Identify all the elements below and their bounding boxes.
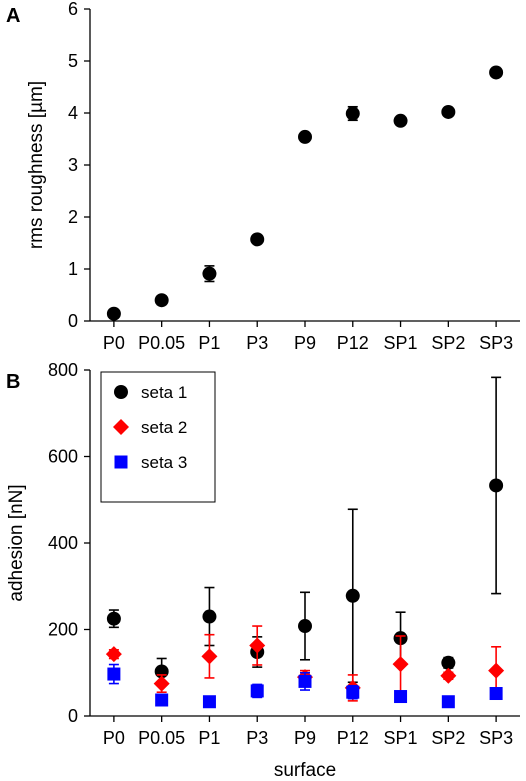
y-tick-label: 2 [68, 207, 78, 227]
legend-marker [113, 419, 129, 435]
y-tick-label: 5 [68, 51, 78, 71]
y-tick-label: 0 [68, 311, 78, 331]
legend-item: seta 3 [114, 453, 187, 472]
data-point [489, 65, 504, 80]
data-point [153, 675, 170, 692]
data-point [441, 695, 455, 709]
data-point [440, 667, 457, 684]
y-tick-label: 600 [48, 447, 78, 467]
y-tick-label: 4 [68, 103, 78, 123]
data-point [106, 611, 121, 626]
panel-b-y-ticks: 0 200 400 600 800 [48, 360, 90, 726]
panel-b-adhesion-chart: B 0 200 400 600 800 P0 P0.05 P1 P3 P9 P12 SP1 SP2 SP… [6, 360, 520, 781]
data-point [250, 684, 264, 698]
data-point [298, 619, 312, 634]
x-tick-label: P3 [246, 728, 268, 748]
panel-b-label: B [6, 371, 20, 393]
panel-a-y-ticks: 0 1 2 3 4 5 6 [68, 0, 90, 331]
panel-a-x-ticks: P0 P0.05 P1 P3 P9 P12 SP1 SP2 SP3 [103, 321, 513, 353]
x-tick-label: SP1 [384, 728, 418, 748]
data-point [345, 106, 360, 121]
legend-item: seta 1 [114, 383, 187, 402]
data-point [107, 667, 121, 681]
data-point [345, 588, 360, 603]
x-tick-label: P12 [337, 333, 369, 353]
data-point [393, 113, 408, 128]
data-point [106, 306, 121, 321]
x-tick-label: SP3 [479, 333, 513, 353]
data-point [392, 656, 409, 673]
x-tick-label: SP2 [431, 728, 465, 748]
y-tick-label: 200 [48, 620, 78, 640]
x-tick-label: SP1 [384, 333, 418, 353]
legend-label: seta 3 [141, 453, 187, 472]
data-point [105, 646, 122, 663]
panel-b-data-points [105, 376, 505, 709]
legend-items: seta 1 seta 2 seta 3 [113, 383, 187, 472]
panel-a-data-points [106, 65, 504, 321]
legend-item: seta 2 [113, 418, 187, 437]
panel-a-roughness-chart: A 0 1 2 3 4 5 6 P0 P0.05 P1 P3 P9 P12 SP1 SP2 SP3 rms … [6, 0, 520, 353]
x-tick-label: SP2 [431, 333, 465, 353]
y-tick-label: 1 [68, 259, 78, 279]
data-point [441, 104, 456, 119]
x-tick-label: P9 [294, 333, 316, 353]
data-point [250, 232, 265, 247]
legend-label: seta 1 [141, 383, 187, 402]
y-tick-label: 6 [68, 0, 78, 19]
y-tick-label: 3 [68, 155, 78, 175]
data-point [441, 655, 456, 670]
data-point [154, 293, 169, 308]
y-tick-label: 400 [48, 533, 78, 553]
y-tick-label: 800 [48, 360, 78, 380]
data-point [298, 129, 312, 144]
legend-marker [114, 385, 128, 399]
panel-a-y-axis-title: rms roughness [µm] [26, 81, 47, 249]
x-tick-label: P0.05 [138, 728, 185, 748]
legend-marker [114, 455, 128, 469]
data-point [155, 693, 169, 707]
y-tick-label: 0 [68, 706, 78, 726]
panel-a-label: A [6, 5, 20, 27]
data-point [346, 685, 360, 699]
x-tick-label: P9 [294, 728, 316, 748]
x-tick-label: P0 [103, 728, 125, 748]
panel-b-legend: seta 1 seta 2 seta 3 [100, 371, 216, 503]
x-tick-label: P0 [103, 333, 125, 353]
panel-b-x-ticks: P0 P0.05 P1 P3 P9 P12 SP1 SP2 SP3 [103, 716, 513, 748]
panel-b-y-axis-title: adhesion [nN] [6, 484, 27, 601]
data-point [202, 266, 217, 281]
data-point [489, 687, 503, 701]
data-point [202, 695, 216, 709]
data-point [201, 648, 218, 665]
x-tick-label: P1 [198, 333, 220, 353]
legend-label: seta 2 [141, 418, 187, 437]
data-point [298, 674, 312, 688]
data-point [394, 690, 408, 704]
x-tick-label: P1 [198, 728, 220, 748]
data-point [249, 637, 266, 654]
x-tick-label: P3 [246, 333, 268, 353]
x-tick-label: P12 [337, 728, 369, 748]
x-tick-label: SP3 [479, 728, 513, 748]
x-tick-label: P0.05 [138, 333, 185, 353]
data-point [489, 478, 504, 493]
data-point [488, 662, 505, 679]
data-point [202, 609, 217, 624]
panel-b-x-axis-title: surface [274, 760, 336, 781]
